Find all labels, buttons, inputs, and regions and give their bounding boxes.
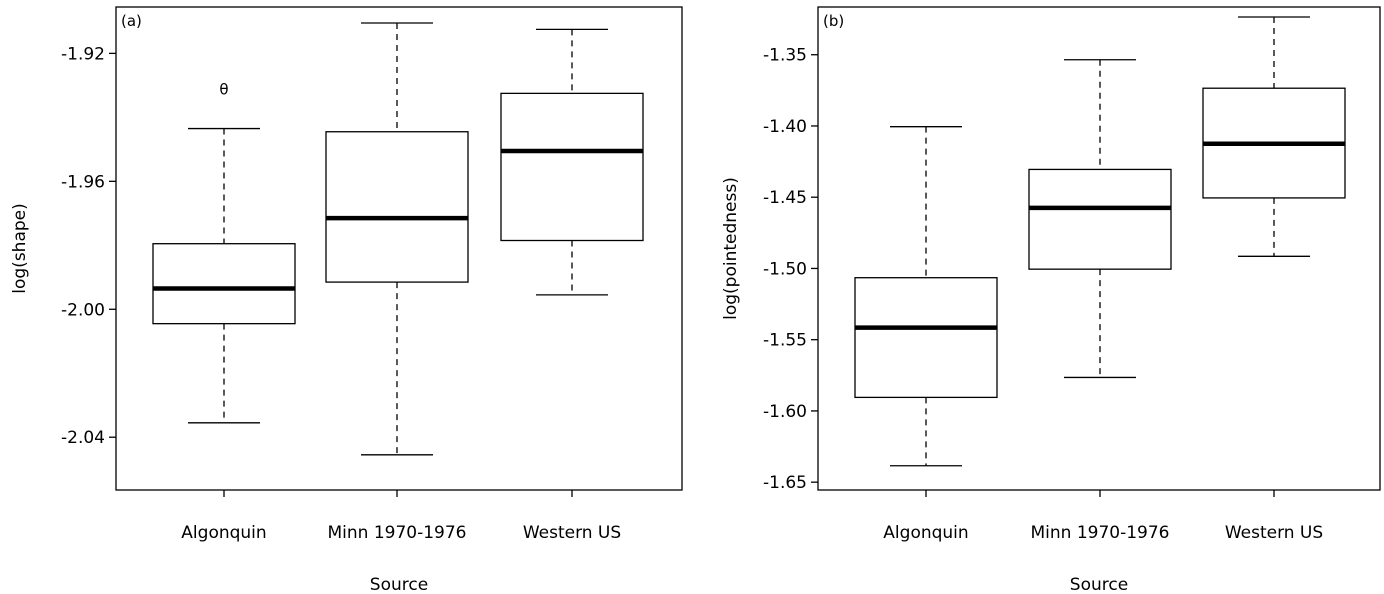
x-tick-label: Western US bbox=[523, 523, 621, 543]
y-tick-label: -1.55 bbox=[763, 331, 807, 351]
x-tick-label: Algonquin bbox=[181, 523, 266, 543]
y-tick-label: -1.96 bbox=[61, 172, 105, 192]
x-tick-label: Western US bbox=[1225, 523, 1323, 543]
box-algonquin bbox=[854, 126, 998, 467]
x-tick-label: Minn 1970-1976 bbox=[327, 523, 466, 543]
y-tick-label: -1.92 bbox=[61, 44, 105, 64]
y-tick-label: -1.50 bbox=[763, 259, 807, 279]
box-minn-1970-1976 bbox=[1028, 59, 1172, 379]
interquartile-box bbox=[500, 92, 644, 242]
y-tick-label: -2.04 bbox=[61, 428, 105, 448]
box-western-us bbox=[500, 28, 644, 296]
panel-tag: (b) bbox=[823, 12, 844, 30]
panel-a: (a) -2.04 -2.00 -1.96 -1.92 Algonquin Minn 197… bbox=[10, 6, 683, 594]
interquartile-box bbox=[1028, 168, 1172, 270]
interquartile-box bbox=[152, 243, 296, 325]
panel-tag: (a) bbox=[121, 12, 142, 30]
plot-frame bbox=[817, 6, 1381, 491]
y-tick-label: -1.35 bbox=[763, 46, 807, 66]
x-axis-label: Source bbox=[370, 575, 428, 594]
y-tick-label: -2.00 bbox=[61, 300, 105, 320]
panel-b: (b) -1.65 -1.60 -1.55 -1.50 -1.45 -1.40 -1.35 Al… bbox=[721, 6, 1381, 594]
plot-frame bbox=[115, 6, 683, 491]
x-axis-label: Source bbox=[1070, 575, 1128, 594]
box-minn-1970-1976 bbox=[325, 22, 469, 456]
y-tick-label: -1.60 bbox=[763, 402, 807, 422]
outlier-point: θ bbox=[219, 81, 228, 99]
y-axis-label: log(pointedness) bbox=[721, 177, 741, 320]
interquartile-box bbox=[325, 131, 469, 283]
y-axis-label: log(shape) bbox=[10, 203, 30, 293]
y-tick-label: -1.45 bbox=[763, 188, 807, 208]
x-tick-label: Algonquin bbox=[883, 523, 968, 543]
box-algonquin: θ bbox=[152, 81, 296, 424]
y-tick-label: -1.40 bbox=[763, 117, 807, 137]
box-western-us bbox=[1202, 16, 1346, 257]
y-tick-label: -1.65 bbox=[763, 473, 807, 493]
interquartile-box bbox=[854, 277, 998, 399]
x-tick-label: Minn 1970-1976 bbox=[1030, 523, 1169, 543]
